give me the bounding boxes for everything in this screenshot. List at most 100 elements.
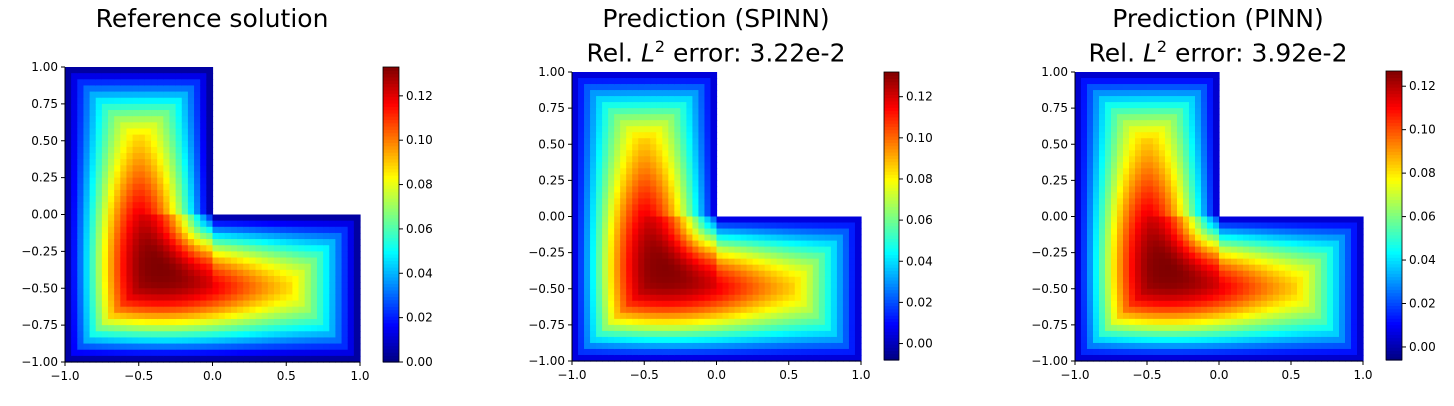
heatmap-cell bbox=[1207, 198, 1214, 206]
heatmap-cell bbox=[626, 138, 633, 145]
heatmap-cell bbox=[686, 174, 694, 181]
heatmap-cell bbox=[243, 294, 250, 302]
heatmap-cell bbox=[1207, 288, 1214, 296]
heatmap-cell bbox=[83, 165, 91, 173]
heatmap-cell bbox=[770, 234, 778, 242]
heatmap-cell bbox=[1105, 126, 1112, 133]
heatmap-cell bbox=[632, 96, 639, 103]
heatmap-cell bbox=[686, 192, 694, 200]
colorbar-segment bbox=[884, 116, 899, 121]
heatmap-cell bbox=[249, 331, 257, 339]
heatmap-cell bbox=[656, 228, 663, 236]
heatmap-cell bbox=[212, 306, 220, 314]
heatmap-cell bbox=[608, 330, 615, 338]
heatmap-cell bbox=[836, 264, 844, 272]
heatmap-cell bbox=[1129, 132, 1136, 139]
heatmap-cell bbox=[1135, 270, 1142, 278]
heatmap-cell bbox=[95, 257, 103, 265]
heatmap-cell bbox=[620, 126, 627, 133]
heatmap-cell bbox=[812, 258, 820, 266]
heatmap-cell bbox=[854, 312, 862, 320]
heatmap-cell bbox=[572, 300, 579, 308]
heatmap-cell bbox=[1123, 348, 1130, 356]
heatmap-cell bbox=[698, 240, 706, 248]
heatmap-cell bbox=[782, 276, 790, 284]
heatmap-cell bbox=[249, 263, 257, 271]
heatmap-cell bbox=[656, 246, 663, 254]
heatmap-cell bbox=[169, 103, 177, 111]
heatmap-cell bbox=[101, 165, 109, 173]
heatmap-cell bbox=[323, 343, 330, 351]
colorbar-segment bbox=[383, 234, 399, 239]
heatmap-cell bbox=[1099, 156, 1106, 163]
heatmap-cell bbox=[1099, 132, 1106, 139]
heatmap-cell bbox=[329, 300, 337, 308]
heatmap-cell bbox=[1087, 258, 1094, 266]
heatmap-cell bbox=[249, 300, 257, 308]
heatmap-cell bbox=[734, 312, 742, 320]
heatmap-cell bbox=[255, 343, 263, 351]
heatmap-cell bbox=[298, 312, 306, 320]
heatmap-cell bbox=[800, 312, 808, 320]
heatmap-cell bbox=[120, 116, 128, 123]
heatmap-cell bbox=[1171, 318, 1178, 326]
heatmap-cell bbox=[620, 192, 627, 200]
heatmap-cell bbox=[151, 67, 158, 74]
heatmap-cell bbox=[728, 330, 736, 338]
heatmap-cell bbox=[644, 294, 651, 302]
heatmap-cell bbox=[1177, 318, 1184, 326]
heatmap-cell bbox=[716, 354, 724, 362]
heatmap-cell bbox=[698, 276, 706, 284]
heatmap-cell bbox=[1123, 120, 1130, 127]
heatmap-cell bbox=[1171, 294, 1178, 302]
heatmap-cell bbox=[151, 85, 158, 93]
heatmap-cell bbox=[596, 180, 603, 187]
heatmap-cell bbox=[1213, 330, 1220, 338]
heatmap-cell bbox=[1213, 294, 1220, 302]
heatmap-cell bbox=[169, 165, 177, 173]
heatmap-cell bbox=[1111, 300, 1118, 308]
heatmap-cell bbox=[596, 210, 603, 218]
heatmap-cell bbox=[126, 251, 134, 259]
heatmap-cell bbox=[662, 270, 669, 278]
heatmap-cell bbox=[698, 288, 706, 296]
heatmap-cell bbox=[632, 186, 639, 194]
heatmap-cell bbox=[848, 222, 856, 230]
heatmap-cell bbox=[101, 294, 109, 302]
heatmap-cell bbox=[1207, 210, 1214, 218]
heatmap-cell bbox=[310, 269, 318, 277]
heatmap-cell bbox=[734, 216, 742, 224]
heatmap-cell bbox=[335, 282, 343, 289]
heatmap-cell bbox=[1105, 186, 1112, 194]
colorbar-segment bbox=[383, 283, 399, 288]
heatmap-cell bbox=[704, 222, 712, 230]
heatmap-cell bbox=[806, 270, 814, 278]
heatmap-cell bbox=[1123, 318, 1130, 326]
heatmap-cell bbox=[126, 183, 134, 191]
heatmap-cell bbox=[1147, 336, 1154, 344]
heatmap-cell bbox=[1183, 312, 1190, 320]
heatmap-cell bbox=[1237, 318, 1244, 326]
heatmap-cell bbox=[65, 269, 72, 277]
heatmap-cell bbox=[1099, 318, 1106, 326]
heatmap-cell bbox=[194, 146, 201, 154]
heatmap-cell bbox=[1237, 222, 1244, 230]
heatmap-cell bbox=[138, 116, 146, 123]
heatmap-cell bbox=[1171, 312, 1178, 320]
heatmap-cell bbox=[668, 186, 675, 194]
heatmap-cell bbox=[704, 270, 712, 278]
heatmap-cell bbox=[1171, 198, 1178, 206]
heatmap-cell bbox=[686, 108, 694, 115]
heatmap-cell bbox=[95, 282, 103, 289]
heatmap-cell bbox=[83, 312, 91, 320]
heatmap-cell bbox=[1123, 228, 1130, 236]
heatmap-cell bbox=[175, 325, 183, 332]
heatmap-cell bbox=[206, 91, 214, 99]
heatmap-cell bbox=[1189, 72, 1196, 79]
heatmap-cell bbox=[620, 240, 627, 248]
heatmap-cell bbox=[206, 134, 214, 142]
heatmap-cell bbox=[1105, 270, 1112, 278]
heatmap-cell bbox=[680, 72, 687, 79]
heatmap-cell bbox=[114, 122, 121, 130]
colorbar-segment bbox=[383, 293, 399, 298]
